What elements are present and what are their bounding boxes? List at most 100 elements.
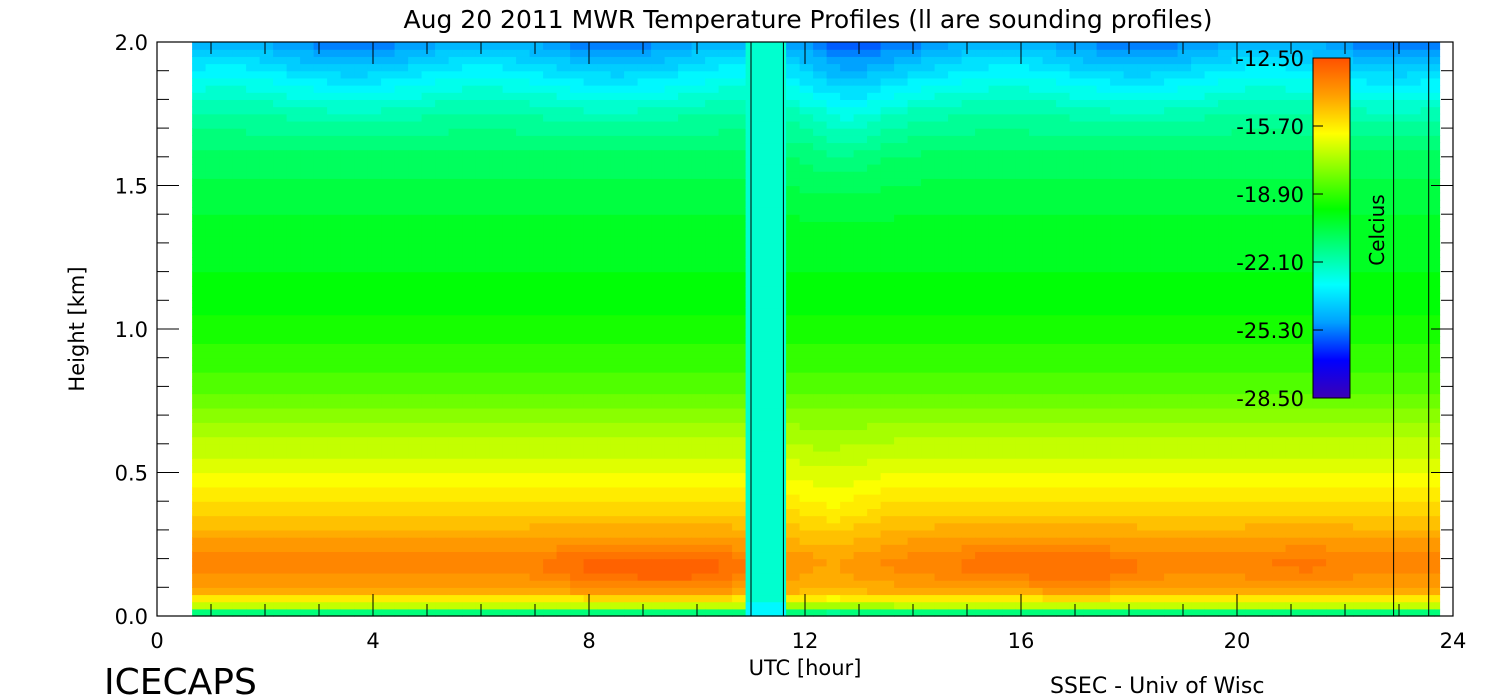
heat-cell xyxy=(232,544,247,553)
heat-cell xyxy=(732,221,747,230)
heat-cell xyxy=(381,436,396,445)
heat-cell xyxy=(772,551,787,560)
heat-cell xyxy=(232,163,247,172)
heat-cell xyxy=(394,522,409,531)
heat-cell xyxy=(597,171,612,179)
heat-cell xyxy=(192,142,207,151)
heat-cell xyxy=(354,257,369,266)
heat-cell xyxy=(637,221,652,230)
heat-cell xyxy=(570,594,585,603)
heat-cell xyxy=(718,178,733,187)
heat-cell xyxy=(718,458,733,466)
heat-cell xyxy=(475,386,490,395)
heat-cell xyxy=(313,329,328,337)
heat-cell xyxy=(894,257,909,266)
heat-cell xyxy=(664,207,679,215)
heat-cell xyxy=(300,580,315,588)
heat-cell xyxy=(975,465,990,474)
heat-cell xyxy=(867,42,882,50)
heat-cell xyxy=(961,321,976,330)
heat-cell xyxy=(988,85,1003,93)
heat-cell xyxy=(273,185,288,194)
heat-cell xyxy=(583,522,598,531)
heat-cell xyxy=(1029,357,1044,366)
heat-cell xyxy=(435,522,450,531)
heat-cell xyxy=(232,307,247,316)
heat-cell xyxy=(529,242,544,251)
heat-cell xyxy=(988,436,1003,445)
heat-cell xyxy=(408,443,423,452)
heat-cell xyxy=(421,56,436,65)
heat-cell xyxy=(408,63,423,72)
heat-cell xyxy=(1002,551,1017,560)
heat-cell xyxy=(610,149,625,158)
heat-cell xyxy=(772,221,787,230)
heat-cell xyxy=(583,458,598,466)
heat-cell xyxy=(556,515,571,524)
heat-cell xyxy=(300,343,315,352)
heat-cell xyxy=(475,257,490,266)
heat-cell xyxy=(907,99,922,108)
heat-cell xyxy=(813,422,828,431)
heat-cell xyxy=(448,221,463,230)
heat-cell xyxy=(597,70,612,79)
heat-cell xyxy=(772,235,787,244)
heat-cell xyxy=(340,529,355,538)
heat-cell xyxy=(921,242,936,251)
heat-cell xyxy=(705,551,720,560)
heat-cell xyxy=(759,465,774,474)
heat-cell xyxy=(759,422,774,431)
heat-cell xyxy=(678,264,693,273)
heat-cell xyxy=(232,228,247,237)
heat-cell xyxy=(421,278,436,287)
heat-cell xyxy=(286,400,301,409)
heat-cell xyxy=(381,544,396,553)
heat-cell xyxy=(867,321,882,330)
heat-cell xyxy=(273,329,288,337)
heat-cell xyxy=(354,163,369,172)
heat-cell xyxy=(408,364,423,373)
heat-cell xyxy=(759,63,774,72)
heat-cell xyxy=(975,199,990,208)
heat-cell xyxy=(232,250,247,258)
heat-cell xyxy=(826,171,841,179)
heat-cell xyxy=(300,314,315,323)
heat-cell xyxy=(543,242,558,251)
heat-cell xyxy=(570,135,585,144)
heat-cell xyxy=(246,443,261,452)
heat-cell xyxy=(394,515,409,524)
heat-cell xyxy=(961,135,976,144)
heat-cell xyxy=(826,149,841,158)
heat-cell xyxy=(435,49,450,57)
heat-cell xyxy=(867,450,882,459)
heat-cell xyxy=(1015,163,1030,172)
heat-cell xyxy=(313,364,328,373)
heat-cell xyxy=(583,515,598,524)
heat-cell xyxy=(367,558,382,567)
heat-cell xyxy=(543,264,558,273)
heat-cell xyxy=(408,85,423,93)
heat-cell xyxy=(597,386,612,395)
heat-cell xyxy=(1029,372,1044,380)
heat-cell xyxy=(813,92,828,100)
heat-cell xyxy=(745,99,760,108)
heat-cell xyxy=(394,572,409,581)
heat-cell xyxy=(408,415,423,423)
heat-cell xyxy=(1015,601,1030,610)
heat-cell xyxy=(583,314,598,323)
heat-cell xyxy=(502,522,517,531)
heat-cell xyxy=(192,92,207,100)
heat-cell xyxy=(529,185,544,194)
heat-cell xyxy=(259,278,274,287)
heat-cell xyxy=(448,207,463,215)
heat-cell xyxy=(948,436,963,445)
heat-cell xyxy=(192,106,207,115)
heat-cell xyxy=(867,336,882,344)
heat-cell xyxy=(745,163,760,172)
heat-cell xyxy=(732,199,747,208)
heat-cell xyxy=(840,113,855,122)
heat-cell xyxy=(799,501,814,509)
heat-cell xyxy=(300,293,315,301)
heat-cell xyxy=(381,558,396,567)
heat-cell xyxy=(826,393,841,402)
